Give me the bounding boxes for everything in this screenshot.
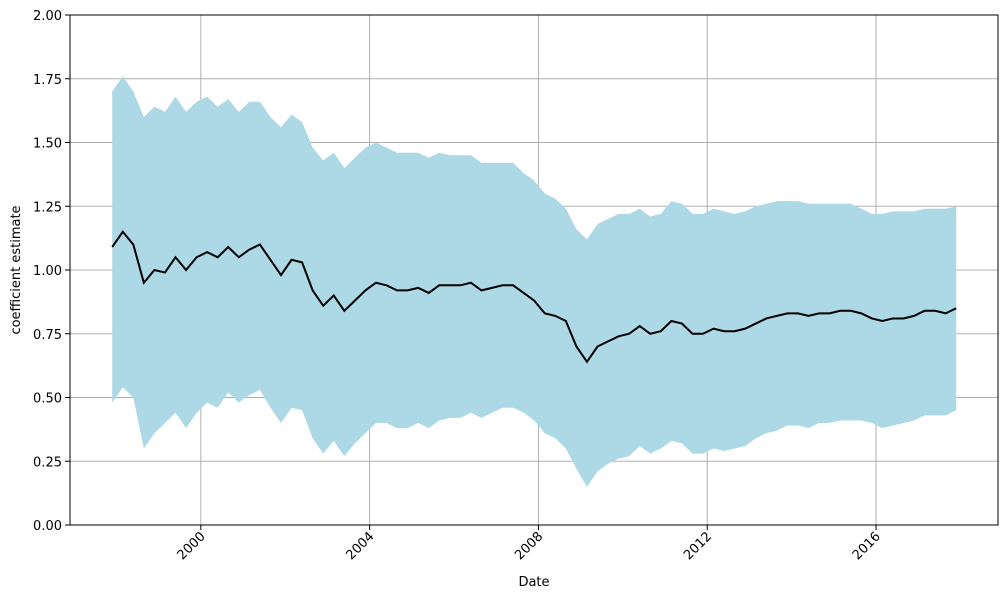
line (111, 230, 957, 364)
y-axis-label: coefficient estimate (9, 205, 24, 334)
x-tick-label: 2004 (343, 529, 377, 563)
y-tick-label: 0.25 (33, 455, 62, 470)
y-tick-label: 2.00 (33, 9, 62, 24)
y-tick-label: 0.50 (33, 392, 62, 407)
x-axis-label: Date (518, 575, 549, 590)
y-tick-label: 1.25 (33, 200, 62, 215)
y-tick-label: 1.75 (33, 73, 62, 88)
x-tick-label: 2012 (681, 529, 715, 563)
y-tick-label: 1.50 (33, 137, 62, 152)
y-tick-label: 0.00 (33, 519, 62, 534)
plot-frame (69, 14, 999, 526)
confidence-band (112, 76, 957, 487)
y-tick-label: 1.00 (33, 264, 62, 279)
x-tick-label: 2000 (175, 529, 209, 563)
x-tick-label: 2016 (850, 529, 884, 563)
y-tick-label: 0.75 (33, 328, 62, 343)
x-tick-label: 2008 (512, 529, 546, 563)
